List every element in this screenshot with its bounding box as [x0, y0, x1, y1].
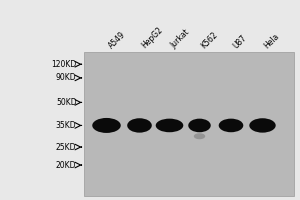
Text: 25KD: 25KD [56, 143, 76, 152]
Text: 50KD: 50KD [56, 98, 76, 107]
Ellipse shape [127, 118, 152, 133]
Text: Hela: Hela [262, 31, 281, 50]
Ellipse shape [92, 118, 121, 133]
Text: U87: U87 [231, 33, 248, 50]
Text: 120KD: 120KD [51, 60, 76, 69]
Ellipse shape [156, 119, 183, 132]
Text: K562: K562 [200, 30, 220, 50]
Text: 90KD: 90KD [56, 73, 76, 82]
Ellipse shape [249, 118, 276, 133]
Text: Jurkat: Jurkat [169, 28, 192, 50]
Text: HepG2: HepG2 [140, 25, 164, 50]
Text: 35KD: 35KD [56, 121, 76, 130]
Ellipse shape [188, 119, 211, 132]
Ellipse shape [219, 119, 243, 132]
Text: 20KD: 20KD [56, 161, 76, 170]
FancyBboxPatch shape [84, 52, 294, 196]
Text: A549: A549 [106, 30, 127, 50]
Ellipse shape [194, 133, 205, 139]
